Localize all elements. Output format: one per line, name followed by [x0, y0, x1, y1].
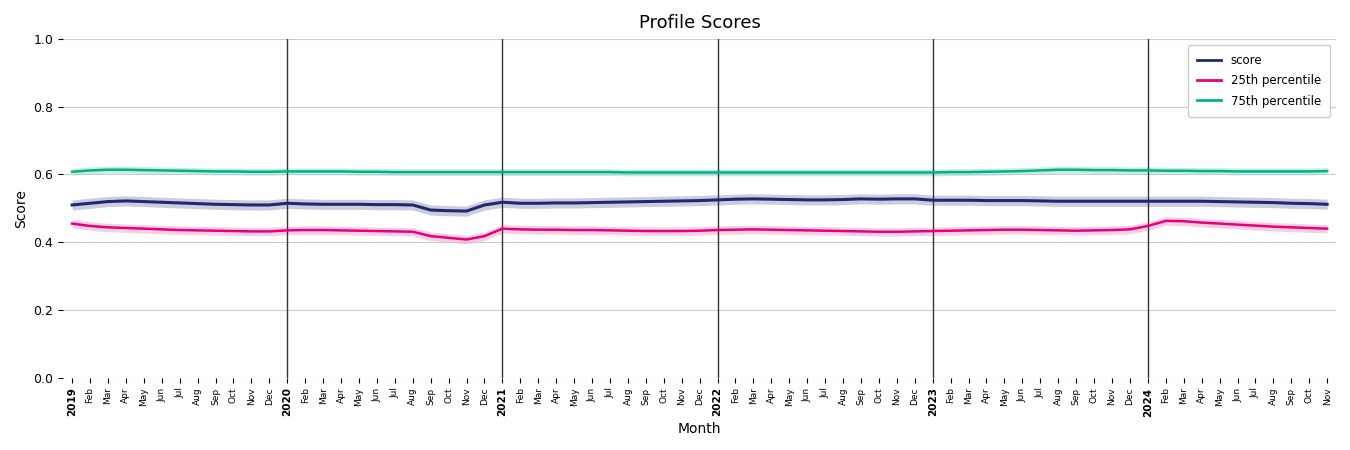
score — [459, 208, 475, 214]
75th percentile — [63, 169, 80, 175]
25th percentile — [100, 225, 116, 230]
75th percentile — [1284, 169, 1300, 174]
25th percentile — [63, 221, 80, 226]
25th percentile — [1158, 218, 1174, 224]
score — [1319, 202, 1335, 207]
75th percentile — [1230, 169, 1246, 174]
75th percentile — [710, 170, 726, 175]
Y-axis label: Score: Score — [14, 189, 28, 228]
Line: 25th percentile: 25th percentile — [72, 221, 1327, 239]
score — [745, 196, 761, 202]
score — [63, 202, 80, 207]
score — [1230, 199, 1246, 205]
score — [1284, 201, 1300, 206]
25th percentile — [1230, 222, 1246, 227]
25th percentile — [1284, 225, 1300, 230]
75th percentile — [853, 170, 869, 175]
Line: score: score — [72, 199, 1327, 211]
score — [853, 196, 869, 202]
75th percentile — [1319, 168, 1335, 174]
25th percentile — [243, 229, 259, 234]
75th percentile — [117, 167, 134, 172]
25th percentile — [691, 228, 707, 234]
score — [100, 199, 116, 204]
75th percentile — [620, 170, 636, 175]
Legend: score, 25th percentile, 75th percentile: score, 25th percentile, 75th percentile — [1188, 45, 1330, 117]
25th percentile — [459, 237, 475, 242]
75th percentile — [262, 169, 278, 175]
Title: Profile Scores: Profile Scores — [639, 14, 760, 32]
75th percentile — [100, 167, 116, 172]
score — [691, 198, 707, 203]
Line: 75th percentile: 75th percentile — [72, 170, 1327, 172]
25th percentile — [834, 228, 850, 234]
X-axis label: Month: Month — [678, 422, 721, 436]
25th percentile — [1319, 226, 1335, 231]
score — [243, 202, 259, 207]
